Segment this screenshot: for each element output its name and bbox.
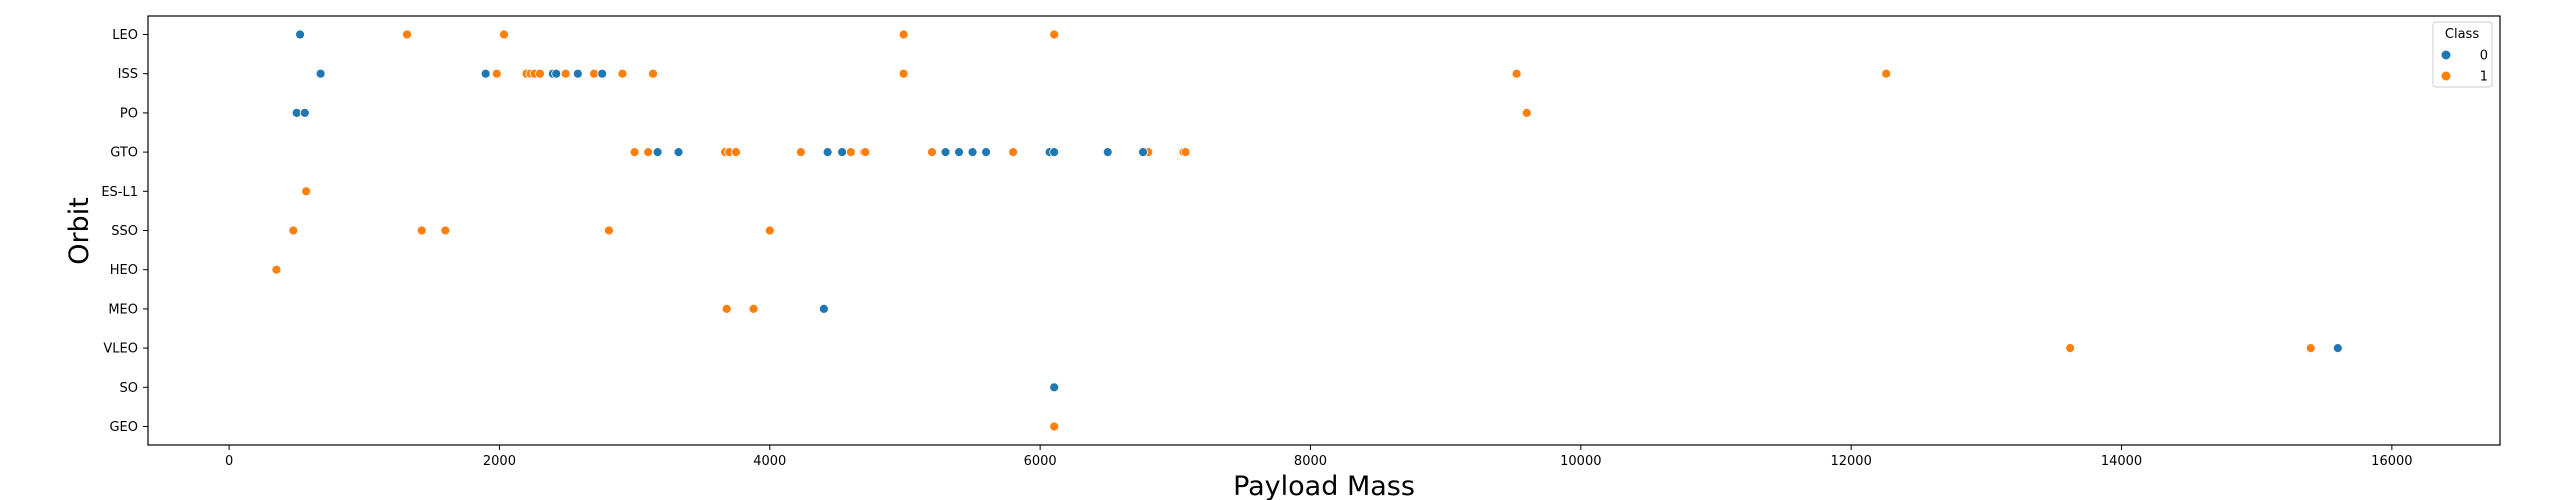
data-point [1521, 108, 1532, 118]
data-point [1138, 147, 1148, 158]
data-point [617, 68, 628, 79]
data-point [491, 68, 502, 79]
data-point [837, 147, 848, 158]
x-tick-label: 14000 [2101, 454, 2142, 469]
data-point [271, 264, 282, 275]
data-point [288, 225, 299, 236]
y-tick-label: ES-L1 [101, 185, 138, 200]
y-tick-label: PO [120, 106, 138, 121]
y-tick-label: LEO [112, 28, 138, 43]
data-point [572, 68, 583, 79]
data-point [480, 68, 491, 79]
x-tick-label: 6000 [1024, 454, 1057, 469]
legend-label: 0 [2480, 49, 2488, 64]
y-tick-label: GEO [109, 420, 138, 435]
legend-marker [2441, 71, 2451, 81]
data-point [822, 147, 833, 158]
data-point [1881, 68, 1892, 79]
data-point [629, 147, 640, 158]
x-tick-label: 4000 [753, 454, 786, 469]
data-point [597, 68, 608, 79]
data-point [535, 68, 545, 79]
data-point [1049, 382, 1060, 393]
data-point [731, 147, 741, 158]
data-point [1102, 147, 1113, 158]
data-point [291, 108, 302, 118]
data-point [2332, 343, 2343, 354]
data-point [845, 147, 856, 158]
data-point [416, 225, 427, 236]
data-point [1180, 147, 1191, 158]
legend-marker [2441, 50, 2451, 60]
data-point [652, 147, 663, 158]
data-point [2305, 343, 2316, 354]
data-point [721, 303, 732, 314]
data-point [295, 29, 305, 40]
data-point [673, 147, 684, 158]
y-tick-label: HEO [110, 263, 138, 278]
data-point [560, 68, 571, 79]
data-point [927, 147, 937, 158]
data-point [551, 68, 562, 79]
data-points [271, 29, 2343, 432]
data-point [1511, 68, 1522, 79]
y-tick-label: VLEO [103, 342, 138, 357]
y-tick-label: ISS [118, 67, 138, 82]
data-point [940, 147, 951, 158]
x-tick-label: 2000 [483, 454, 516, 469]
x-tick-label: 0 [225, 454, 233, 469]
data-point [648, 68, 658, 79]
data-point [604, 225, 614, 236]
data-point [967, 147, 978, 158]
x-axis-title: Payload Mass [1233, 471, 1415, 500]
data-point [315, 68, 326, 79]
data-point [818, 303, 829, 314]
data-point [764, 225, 775, 236]
y-axis-title: Orbit [64, 197, 95, 265]
x-tick-label: 10000 [1560, 454, 1601, 469]
data-point [860, 147, 871, 158]
data-point [748, 303, 759, 314]
data-point [301, 186, 312, 197]
legend-title: Class [2445, 27, 2479, 42]
data-point [589, 68, 599, 79]
y-tick-label: GTO [110, 146, 138, 161]
data-point [499, 29, 509, 40]
data-point [954, 147, 964, 158]
data-point [2065, 343, 2076, 354]
x-tick-label: 8000 [1294, 454, 1327, 469]
data-point [981, 147, 991, 158]
data-point [1049, 421, 1060, 432]
data-point [643, 147, 654, 158]
data-point [898, 68, 909, 79]
legend-label: 1 [2480, 70, 2488, 85]
y-tick-label: MEO [108, 302, 138, 317]
data-point [1049, 29, 1060, 40]
data-point [299, 108, 310, 118]
data-point [1049, 147, 1060, 158]
data-point [898, 29, 909, 40]
axes: 0 2000 4000 6000 8000 10000 12000 14000 16000 LEO… [101, 28, 2412, 469]
y-tick-label: SO [120, 381, 138, 396]
legend-box [2432, 21, 2493, 88]
y-tick-label: SSO [111, 224, 138, 239]
plot-frame [147, 15, 2501, 446]
legend: Class 0 1 [2432, 21, 2493, 88]
data-point [795, 147, 806, 158]
x-tick-label: 12000 [1830, 454, 1871, 469]
x-tick-label: 16000 [2371, 454, 2412, 469]
data-point [402, 29, 412, 40]
data-point [440, 225, 451, 236]
data-point [1008, 147, 1019, 158]
